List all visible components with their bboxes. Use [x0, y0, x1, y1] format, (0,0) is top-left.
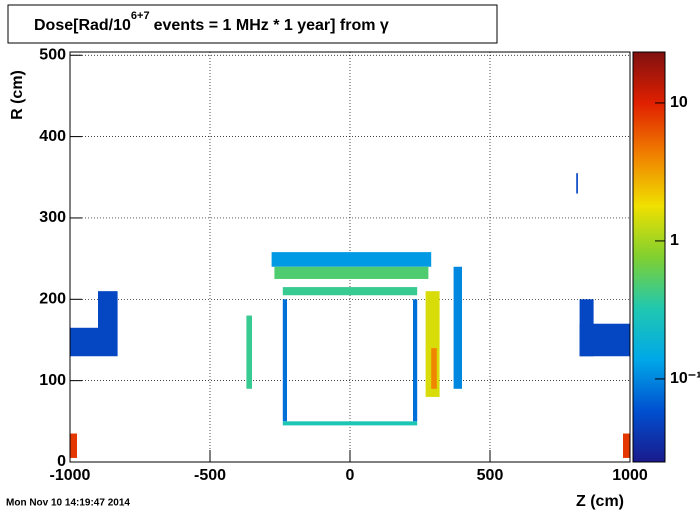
y-axis-label: R (cm) — [9, 70, 26, 120]
heat-cell — [282, 421, 418, 426]
y-tick-label: 500 — [39, 46, 66, 63]
x-tick-label: 0 — [346, 467, 355, 484]
y-tick-label: 0 — [57, 453, 66, 470]
heat-cell — [282, 287, 418, 296]
heat-cell — [431, 348, 437, 389]
z-tick-label: 1 — [670, 232, 679, 249]
heat-cell — [98, 291, 118, 357]
x-tick-label: -1000 — [50, 467, 91, 484]
y-tick-label: 200 — [39, 291, 66, 308]
timestamp: Mon Nov 10 14:19:47 2014 — [6, 498, 130, 509]
heat-cell — [70, 327, 98, 357]
heat-cell — [271, 252, 432, 267]
heat-cell — [453, 266, 462, 389]
y-tick-label: 100 — [39, 372, 66, 389]
title-part: 6+7 — [131, 10, 150, 22]
heat-cell — [623, 433, 630, 458]
heat-cell — [413, 299, 418, 422]
color-bar — [632, 51, 666, 463]
heat-cell — [246, 315, 252, 389]
x-tick-label: -500 — [194, 467, 226, 484]
chart-title: Dose[Rad/106+7 events = 1 MHz * 1 year] f… — [34, 10, 389, 34]
z-tick-label: 10⁻¹ — [670, 370, 700, 387]
title-part: events = 1 MHz * 1 year] from γ — [154, 17, 389, 34]
x-tick-label: 500 — [477, 467, 504, 484]
y-tick-label: 400 — [39, 128, 66, 145]
title-box — [7, 4, 498, 44]
heat-cell — [274, 266, 429, 279]
x-axis-label: Z (cm) — [576, 493, 624, 510]
heat-cell — [576, 173, 578, 194]
title-part: Dose[Rad/10 — [34, 17, 131, 34]
y-tick-label: 300 — [39, 209, 66, 226]
heat-cell — [70, 433, 77, 458]
heat-cell — [579, 299, 594, 357]
z-tick-label: 10 — [670, 94, 688, 111]
heat-cell — [282, 299, 287, 422]
x-tick-label: 1000 — [612, 467, 648, 484]
